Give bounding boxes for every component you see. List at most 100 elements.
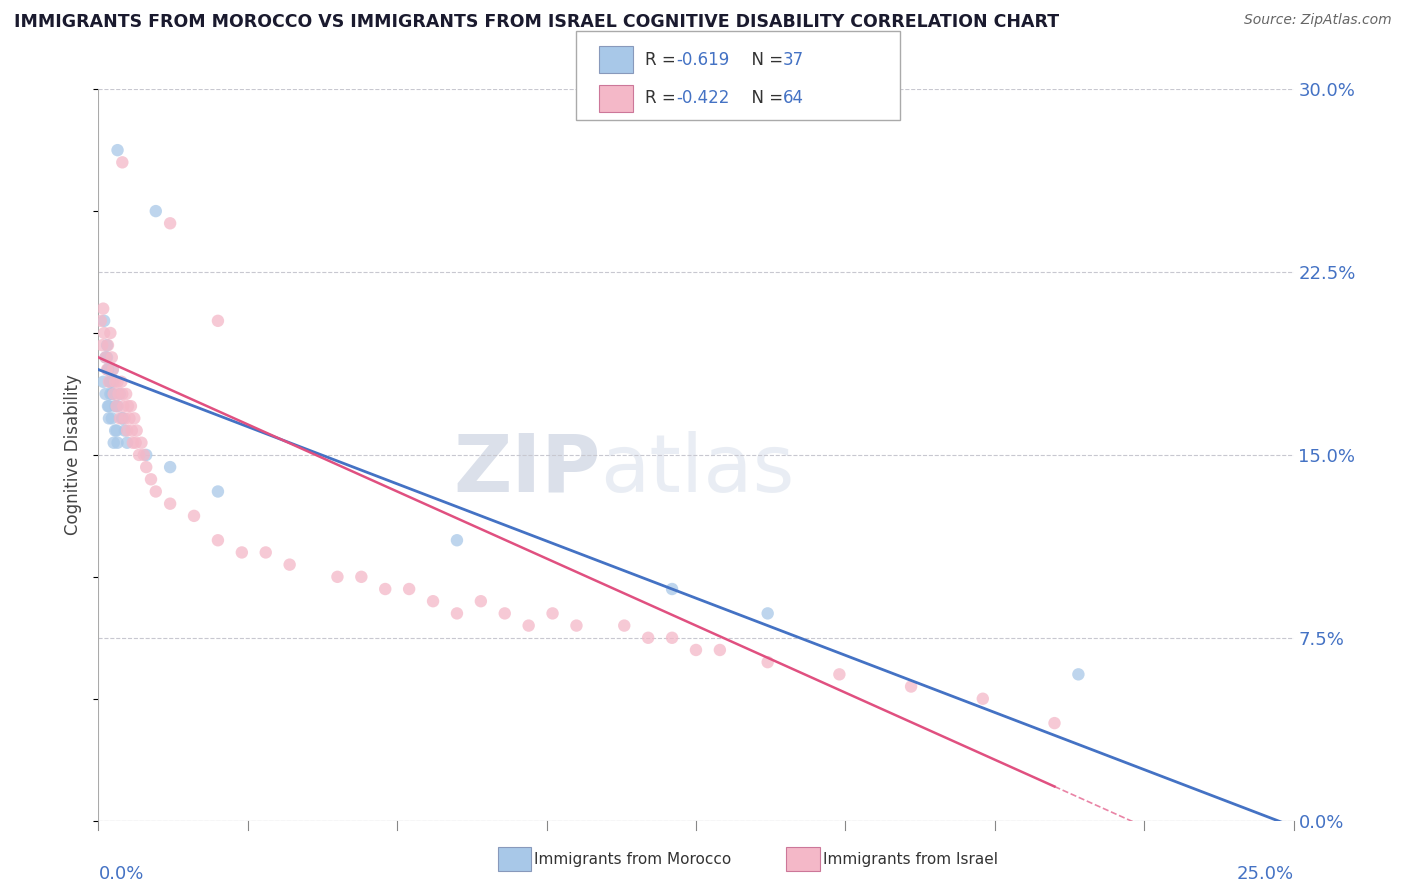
Point [97, 399, 120, 413]
Point [117, 399, 139, 413]
Point [115, 387, 138, 401]
Point [97, 411, 120, 425]
Point [91, 375, 114, 389]
Point [104, 399, 127, 413]
Point [91, 301, 114, 316]
Point [756, 655, 779, 669]
Point [159, 460, 181, 475]
Point [98, 375, 122, 389]
Point [470, 594, 492, 608]
Point [111, 387, 134, 401]
Point [128, 448, 150, 462]
Point [565, 618, 588, 632]
Point [103, 435, 125, 450]
Point [101, 362, 124, 376]
Point [494, 607, 516, 621]
Point [101, 411, 124, 425]
Text: -0.619: -0.619 [676, 51, 730, 69]
Text: 64: 64 [783, 89, 804, 107]
Y-axis label: Cognitive Disability: Cognitive Disability [65, 375, 83, 535]
Point [183, 508, 205, 523]
Point [118, 411, 141, 425]
Text: 0.0%: 0.0% [98, 864, 143, 882]
Text: R =: R = [645, 89, 682, 107]
Point [101, 362, 124, 376]
Text: 37: 37 [783, 51, 804, 69]
Point [135, 448, 157, 462]
Point [93, 326, 115, 340]
Point [145, 204, 167, 219]
Point [94, 387, 117, 401]
Point [446, 607, 468, 621]
Point [111, 411, 134, 425]
Point [98, 375, 122, 389]
Text: ZIP: ZIP [453, 431, 600, 508]
Point [107, 435, 129, 450]
Point [159, 216, 181, 230]
Point [374, 582, 396, 596]
Point [96, 338, 118, 352]
Point [541, 607, 564, 621]
Point [326, 570, 349, 584]
Point [398, 582, 420, 596]
Point [107, 399, 129, 413]
Point [107, 387, 129, 401]
Point [121, 435, 143, 450]
Point [159, 497, 181, 511]
Point [111, 155, 134, 169]
Text: IMMIGRANTS FROM MOROCCO VS IMMIGRANTS FROM ISRAEL COGNITIVE DISABILITY CORRELATI: IMMIGRANTS FROM MOROCCO VS IMMIGRANTS FR… [14, 13, 1059, 31]
Point [98, 326, 122, 340]
Point [110, 375, 132, 389]
Point [207, 533, 229, 548]
Point [114, 424, 136, 438]
Text: N =: N = [741, 89, 789, 107]
Point [108, 387, 131, 401]
Point [446, 533, 468, 548]
Point [108, 411, 131, 425]
Point [97, 375, 120, 389]
Point [97, 362, 120, 376]
Point [97, 399, 120, 413]
Point [94, 351, 117, 365]
Point [97, 338, 120, 352]
Point [207, 484, 229, 499]
Text: atlas: atlas [600, 431, 794, 508]
Point [107, 375, 129, 389]
Point [101, 375, 124, 389]
Point [96, 351, 118, 365]
Point [132, 448, 155, 462]
Point [422, 594, 444, 608]
Point [115, 435, 138, 450]
Point [709, 643, 731, 657]
Point [661, 631, 683, 645]
Point [637, 631, 659, 645]
Point [105, 399, 128, 413]
Point [111, 411, 134, 425]
Point [120, 399, 142, 413]
Point [661, 582, 683, 596]
Text: Immigrants from Israel: Immigrants from Israel [823, 853, 997, 867]
Point [101, 387, 124, 401]
Point [121, 424, 143, 438]
Point [125, 435, 148, 450]
Text: Source: ZipAtlas.com: Source: ZipAtlas.com [1244, 13, 1392, 28]
Point [972, 691, 994, 706]
Point [254, 545, 277, 559]
Point [685, 643, 707, 657]
Text: R =: R = [645, 51, 682, 69]
Point [98, 387, 122, 401]
Point [613, 618, 636, 632]
Point [104, 424, 127, 438]
Point [103, 387, 125, 401]
Point [114, 411, 136, 425]
Point [135, 460, 157, 475]
Point [115, 424, 138, 438]
Point [145, 484, 167, 499]
Text: -0.422: -0.422 [676, 89, 730, 107]
Point [231, 545, 253, 559]
Point [101, 387, 124, 401]
Point [94, 351, 117, 365]
Point [828, 667, 851, 681]
Text: Immigrants from Morocco: Immigrants from Morocco [534, 853, 731, 867]
Point [97, 362, 120, 376]
